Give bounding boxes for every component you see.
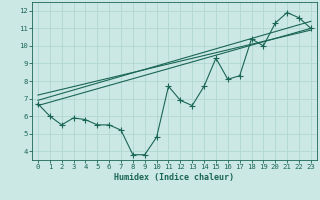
X-axis label: Humidex (Indice chaleur): Humidex (Indice chaleur): [115, 173, 234, 182]
